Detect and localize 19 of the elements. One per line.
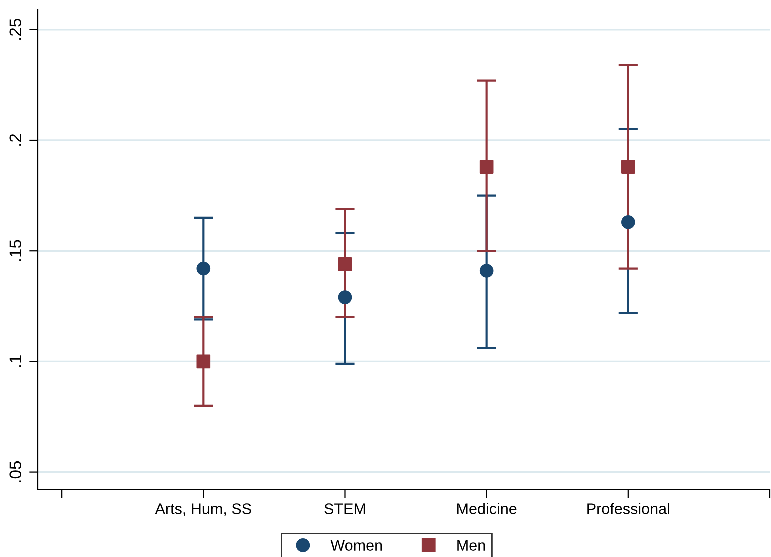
point [480,264,494,278]
point [480,160,494,174]
x-tick-label: STEM [324,504,366,514]
x-tick-label: Professional [588,503,670,514]
point [338,257,352,272]
x-tick-label: Medicine [458,503,517,514]
y-tick-label: .25 [10,19,22,40]
legend-label: Men [458,540,486,551]
point [338,290,352,304]
y-tick-label: .1 [10,356,22,368]
y-tick-label: .15 [10,240,22,262]
point [196,354,211,369]
y-tick-label: .05 [10,461,22,482]
legend-label: Women [330,540,382,551]
point [622,215,636,230]
point [622,160,636,174]
point [196,262,211,276]
y-tick-label: .2 [10,134,22,146]
x-tick-label: Arts, Hum, SS [155,504,252,516]
